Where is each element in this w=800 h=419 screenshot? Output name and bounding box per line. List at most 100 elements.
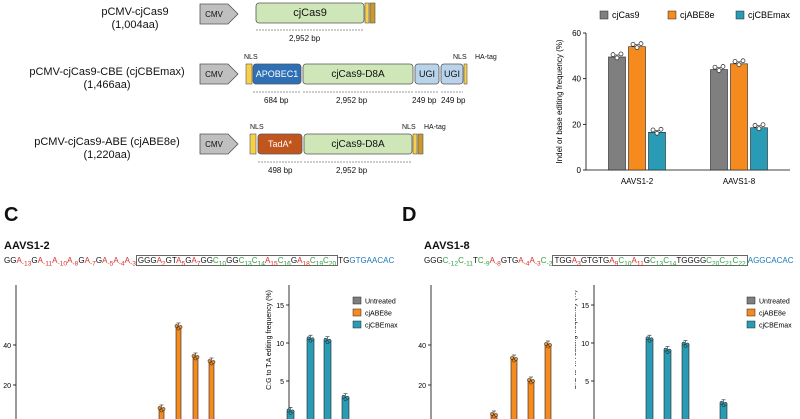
data-point xyxy=(618,51,624,57)
legend-label: cjABE8e xyxy=(680,10,715,20)
legend-label: cjCas9 xyxy=(612,10,640,20)
legend-swatch xyxy=(352,296,362,305)
aavs1-2-sequence: GGA-13GA-11A-10A-8GA-7GA-5A-4A-3 GGGA2GTA… xyxy=(4,255,395,268)
y-tick-label: 40 xyxy=(418,343,426,350)
nls-label-3b: NLS xyxy=(402,124,416,131)
cmv-label-2: CMV xyxy=(205,70,223,79)
data-point xyxy=(649,337,654,342)
cmv-promoter-2 xyxy=(199,63,239,85)
legend-swatch xyxy=(735,10,745,20)
editing-frequency-chart: 0 20 40 60 Indel or base editing frequency (… xyxy=(555,10,791,186)
bar-cjCBEmax xyxy=(681,344,690,419)
bar-cjABE8e xyxy=(730,63,748,171)
legend-label: cjABE8e xyxy=(759,311,786,318)
data-point xyxy=(736,62,742,68)
data-point xyxy=(341,394,346,399)
data-point xyxy=(663,347,668,352)
data-point xyxy=(514,357,518,361)
legend-swatch xyxy=(352,308,362,317)
data-point xyxy=(650,127,656,133)
data-point xyxy=(490,412,494,416)
legend-label: Untreated xyxy=(365,299,396,306)
aavs1-2-ct-chart: 15 10 5 C:G to T:A editing frequency (%) Unt… xyxy=(266,285,398,419)
bar-cjCBEmax xyxy=(663,350,672,419)
aavs1-8-ag-chart: 4020A:T to G:C editing frequency (%) xyxy=(418,285,552,419)
bar-cjCas9 xyxy=(608,56,626,171)
bar-cjABE8e xyxy=(544,344,552,419)
data-point xyxy=(654,130,660,136)
data-point xyxy=(723,401,728,406)
data-point xyxy=(681,341,686,346)
y-tick-label: 10 xyxy=(276,341,284,348)
bar-cjABE8e xyxy=(628,46,646,171)
data-point xyxy=(614,55,620,61)
y-tick-label: 15 xyxy=(276,303,284,310)
y-tick-label: 20 xyxy=(3,383,11,390)
legend-swatch xyxy=(599,10,609,20)
y-tick-label: 5 xyxy=(280,379,284,386)
data-point xyxy=(720,64,726,69)
data-point xyxy=(207,359,212,363)
bar-cjABE8e xyxy=(208,361,215,419)
data-point xyxy=(195,355,200,359)
tada-label: TadA* xyxy=(267,139,293,149)
cas-bp-3: 2,952 bp xyxy=(336,166,368,175)
tada-bp: 498 bp xyxy=(268,166,293,175)
x-category-label: AAVS1-2 xyxy=(621,177,654,186)
y-tick-label: 40 xyxy=(3,343,11,350)
data-point xyxy=(161,407,166,411)
data-point xyxy=(638,41,644,46)
cmv-promoter-3 xyxy=(199,133,239,155)
data-point xyxy=(548,343,552,347)
aavs1-2-ag-chart: 4020A:T to G:C editing frequency (%) xyxy=(3,285,216,419)
ugi-bp-2: 249 bp xyxy=(441,96,466,105)
data-point xyxy=(645,336,650,341)
legend-swatch xyxy=(667,10,677,20)
cas-bp-2: 2,952 bp xyxy=(336,96,368,105)
y-axis-label: C:G to T:A editing frequency (%) xyxy=(266,290,273,390)
legend-swatch xyxy=(352,320,362,329)
bar-cjABE8e xyxy=(527,380,535,419)
bar-cjCBEmax xyxy=(750,127,768,171)
legend-label: cjCBEmax xyxy=(365,323,398,330)
y-tick-label: 10 xyxy=(581,341,589,348)
y-axis-label: Indel or base editing frequency (%) xyxy=(555,39,564,163)
data-point xyxy=(178,325,183,329)
legend-label: cjABE8e xyxy=(365,311,392,318)
data-point xyxy=(310,337,315,342)
panel-letter-c: C xyxy=(4,204,19,226)
data-point xyxy=(752,123,758,128)
cjcas9-bp: 2,952 bp xyxy=(289,34,321,43)
data-point xyxy=(716,68,722,73)
data-point xyxy=(712,64,718,70)
nls-label-2b: NLS xyxy=(453,54,467,61)
data-point xyxy=(286,408,291,413)
ugi-label-1: UGI xyxy=(418,69,435,79)
cmv-label-1: CMV xyxy=(205,10,223,19)
bar-cjCBEmax xyxy=(323,340,332,419)
bar-cjABE8e xyxy=(510,358,518,419)
bar-cjABE8e xyxy=(192,356,199,419)
data-point xyxy=(494,413,498,417)
data-point xyxy=(732,59,738,64)
bar-cjCBEmax xyxy=(645,338,654,419)
nls-label-3a: NLS xyxy=(250,124,264,131)
data-point xyxy=(634,45,640,50)
y-tick-label: 0 xyxy=(577,166,582,175)
data-point xyxy=(719,400,724,405)
apobec-bp: 684 bp xyxy=(264,96,289,105)
cjcas9-domain-label: cjCas9 xyxy=(293,7,327,19)
ha-tag-label-2: HA-tag xyxy=(475,54,497,61)
data-point xyxy=(630,41,636,47)
data-point xyxy=(323,337,328,342)
data-point xyxy=(685,342,690,347)
construct-3-name: pCMV-cjCas9-ABE (cjABE8e) (1,220aa) xyxy=(34,136,180,161)
aavs1-2-title: AAVS1-2 xyxy=(4,240,50,252)
data-point xyxy=(191,354,196,358)
data-point xyxy=(174,324,179,328)
aavs1-8-title: AAVS1-8 xyxy=(424,240,470,252)
y-axis-label: C:G to T:A editing frequency (%) xyxy=(575,290,578,390)
construct-1-name: pCMV-cjCas9 (1,004aa) xyxy=(101,6,169,31)
bar-cjCas9 xyxy=(710,69,728,171)
data-point xyxy=(510,356,514,360)
